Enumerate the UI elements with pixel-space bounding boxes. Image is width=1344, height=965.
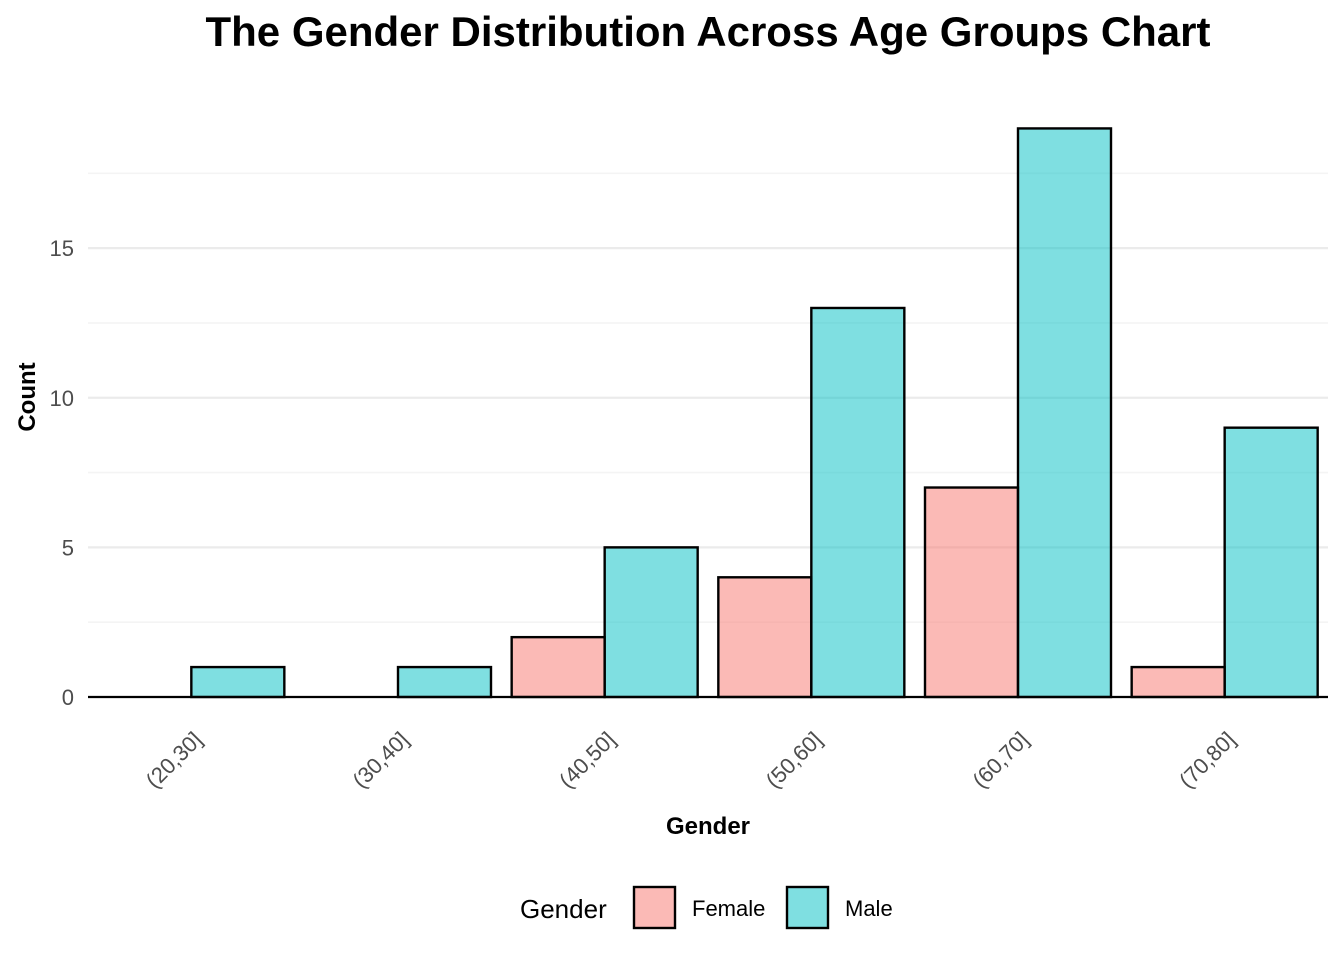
bar-male bbox=[1223, 426, 1319, 699]
x-tick-label: (70,80] bbox=[1174, 727, 1240, 793]
legend-swatch-female bbox=[632, 885, 677, 930]
grid-lines bbox=[88, 172, 1328, 623]
y-axis-label: Count bbox=[14, 362, 41, 431]
bar-female bbox=[510, 635, 606, 699]
bar-female bbox=[923, 486, 1020, 699]
legend-items: Female Male bbox=[632, 885, 893, 930]
y-tick-label: 0 bbox=[62, 685, 74, 710]
legend-label-male: Male bbox=[845, 896, 893, 921]
x-axis-ticks: (20,30] (30,40] (40,50] (50,60] (60,70] (70,8… bbox=[141, 727, 1240, 793]
y-tick-label: 10 bbox=[50, 386, 74, 411]
bar-male bbox=[190, 665, 286, 699]
bar-female bbox=[717, 576, 813, 699]
bar-male bbox=[810, 306, 906, 699]
x-axis-label: Gender bbox=[666, 813, 750, 840]
legend-label-female: Female bbox=[692, 896, 765, 921]
y-axis-ticks: 0 5 10 15 bbox=[50, 236, 74, 710]
x-tick-label: (20,30] bbox=[141, 727, 207, 793]
chart-title: The Gender Distribution Across Age Group… bbox=[205, 8, 1210, 55]
y-tick-label: 15 bbox=[50, 236, 74, 261]
x-tick-label: (40,50] bbox=[554, 727, 620, 793]
x-tick-label: (50,60] bbox=[761, 727, 827, 793]
bar-male bbox=[603, 546, 699, 699]
x-tick-label: (60,70] bbox=[967, 727, 1033, 793]
legend-swatch-male bbox=[785, 885, 830, 930]
legend-title: Gender bbox=[520, 894, 607, 924]
x-tick-label: (30,40] bbox=[347, 727, 413, 793]
legend: Gender Female Male bbox=[520, 885, 893, 930]
bar-female bbox=[1130, 665, 1226, 699]
bar-male bbox=[396, 665, 493, 699]
y-tick-label: 5 bbox=[62, 535, 74, 560]
bars bbox=[190, 127, 1319, 699]
bar-male bbox=[1016, 127, 1113, 699]
